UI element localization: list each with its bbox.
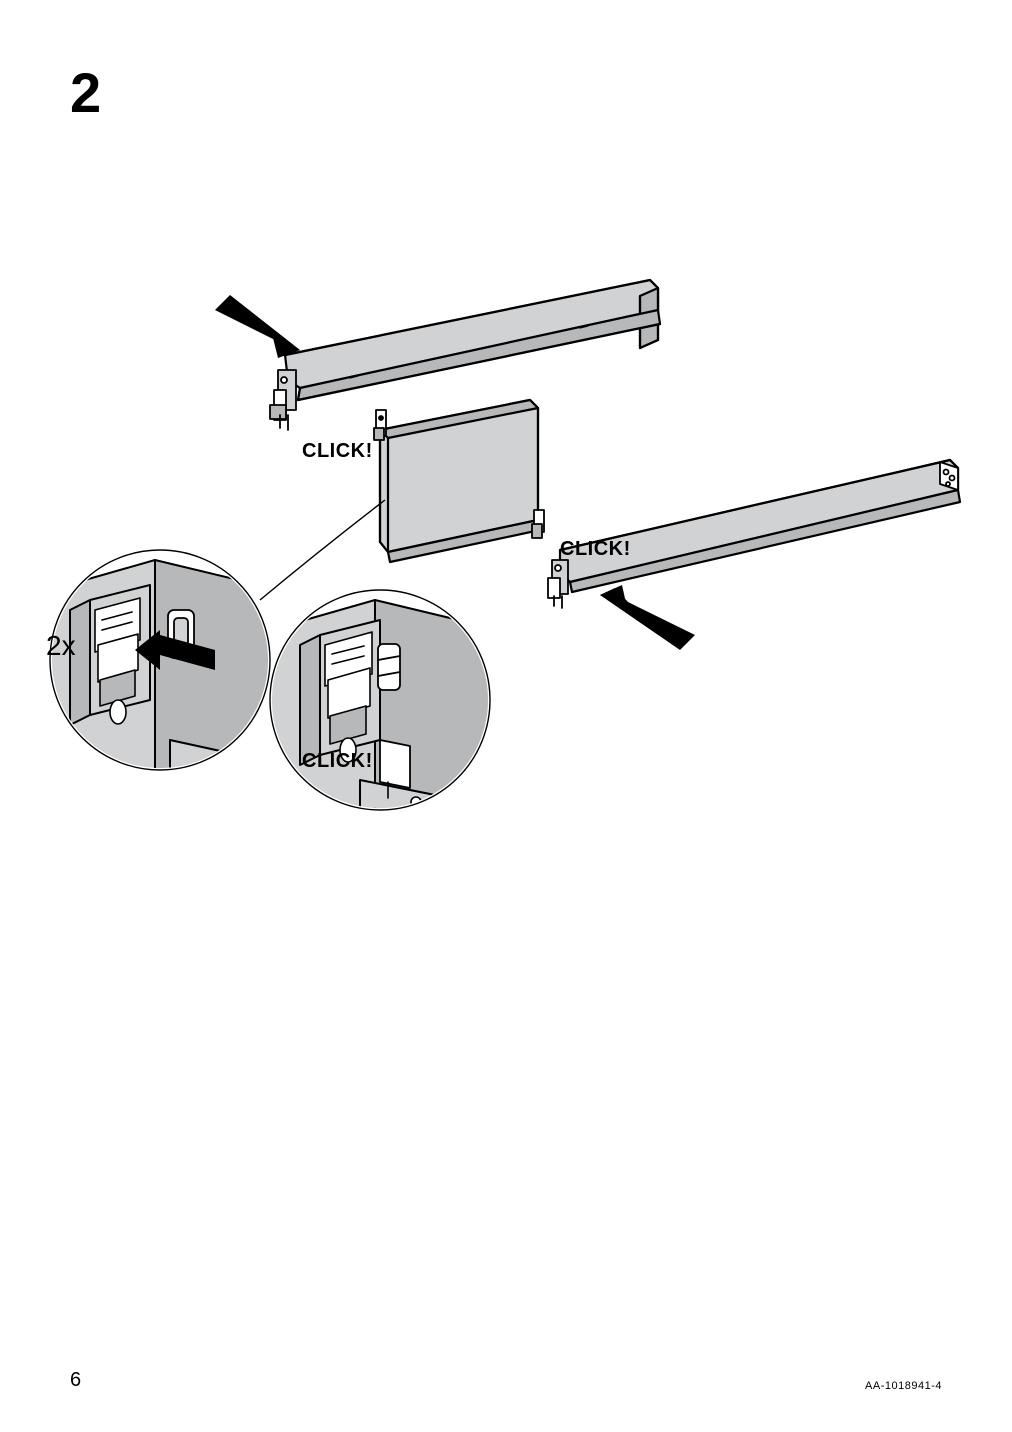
click-label-right: CLICK! bbox=[560, 538, 631, 561]
click-label-top: CLICK! bbox=[302, 440, 373, 463]
right-rail bbox=[548, 460, 960, 608]
arrow-right bbox=[600, 585, 695, 650]
document-id: AA-1018941-4 bbox=[865, 1380, 942, 1392]
click-label-bottom: CLICK! bbox=[302, 750, 373, 773]
step-number: 2 bbox=[70, 60, 101, 125]
upper-rail bbox=[270, 280, 660, 430]
detail-circle-left bbox=[50, 550, 280, 796]
assembly-svg bbox=[40, 240, 980, 850]
leader-line bbox=[260, 500, 385, 600]
arrow-upper bbox=[215, 295, 300, 358]
mid-panel bbox=[374, 400, 544, 562]
assembly-illustration: 2x CLICK! CLICK! CLICK! bbox=[40, 240, 980, 850]
page-number: 6 bbox=[70, 1369, 81, 1392]
qty-label: 2x bbox=[46, 630, 76, 662]
detail-circle-right bbox=[270, 590, 500, 840]
